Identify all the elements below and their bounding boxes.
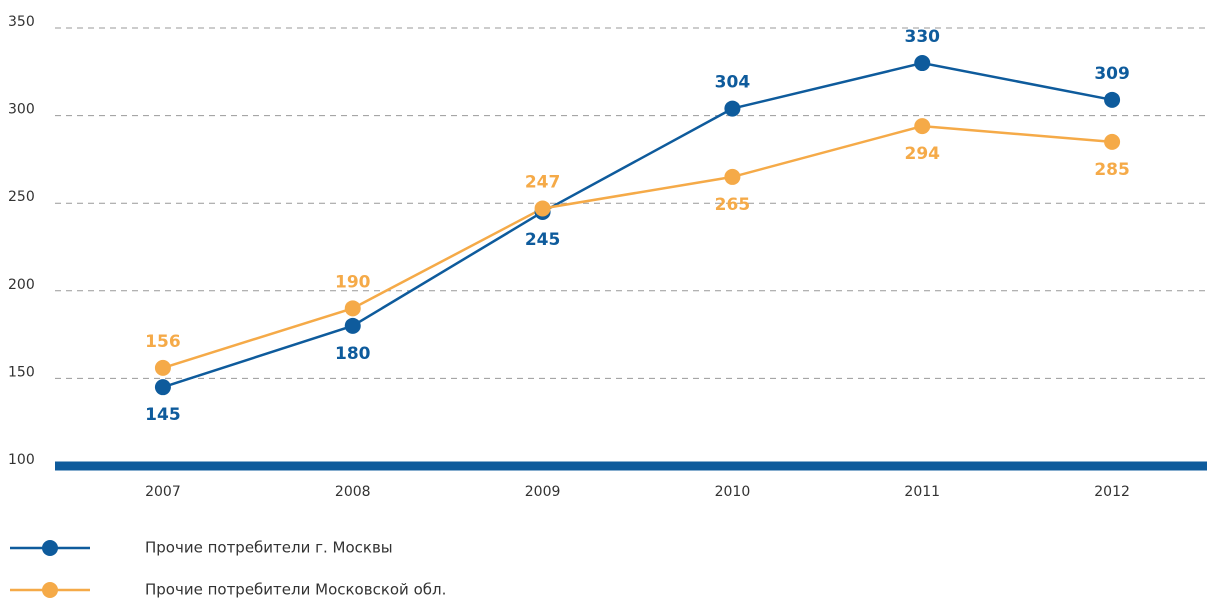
y-tick-label: 200 — [8, 277, 35, 293]
point — [154, 359, 171, 376]
point — [154, 379, 171, 396]
value-label: 190 — [335, 272, 371, 292]
legend-label: Прочие потребители Московской обл. — [145, 581, 446, 599]
value-label: 247 — [525, 172, 561, 192]
point — [1104, 133, 1121, 150]
x-tick-label: 2007 — [145, 484, 181, 500]
point — [344, 317, 361, 334]
point — [914, 118, 931, 135]
point — [724, 168, 741, 185]
y-tick-label: 250 — [8, 189, 35, 205]
x-tick-label: 2008 — [335, 484, 371, 500]
value-label: 304 — [715, 73, 751, 93]
y-tick-label: 100 — [8, 452, 35, 468]
legend-marker — [42, 540, 58, 556]
y-tick-label: 150 — [8, 364, 35, 380]
value-label: 180 — [335, 344, 371, 364]
value-label: 285 — [1094, 160, 1130, 180]
y-tick-label: 300 — [8, 102, 35, 118]
point — [1104, 91, 1121, 108]
legend-marker — [42, 582, 58, 598]
series-line — [162, 61, 1113, 389]
value-label: 294 — [905, 144, 941, 164]
point — [914, 55, 931, 72]
value-label: 330 — [905, 27, 941, 47]
x-tick-label: 2011 — [904, 484, 940, 500]
series-line — [162, 124, 1113, 370]
x-tick-label: 2012 — [1094, 484, 1130, 500]
point — [534, 200, 551, 217]
y-tick-label: 350 — [8, 14, 35, 30]
value-label: 145 — [145, 405, 181, 425]
point — [344, 300, 361, 317]
x-tick-label: 2009 — [525, 484, 561, 500]
x-tick-label: 2010 — [715, 484, 751, 500]
value-label: 156 — [145, 332, 181, 352]
value-label: 265 — [715, 195, 751, 215]
point — [724, 100, 741, 117]
value-label: 309 — [1094, 64, 1130, 84]
legend-label: Прочие потребители г. Москвы — [145, 539, 393, 557]
value-label: 245 — [525, 230, 561, 250]
